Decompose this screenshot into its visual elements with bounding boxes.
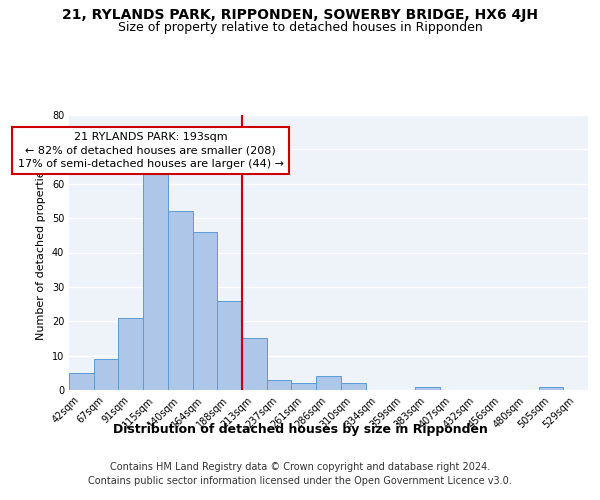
Bar: [193, 232, 217, 390]
Bar: [168, 211, 193, 390]
Bar: [316, 376, 341, 390]
Bar: [94, 359, 118, 390]
Y-axis label: Number of detached properties: Number of detached properties: [36, 165, 46, 340]
Bar: [217, 300, 242, 390]
Bar: [242, 338, 267, 390]
Bar: [118, 318, 143, 390]
Bar: [341, 383, 365, 390]
Bar: [69, 373, 94, 390]
Text: 21, RYLANDS PARK, RIPPONDEN, SOWERBY BRIDGE, HX6 4JH: 21, RYLANDS PARK, RIPPONDEN, SOWERBY BRI…: [62, 8, 538, 22]
Text: Contains HM Land Registry data © Crown copyright and database right 2024.: Contains HM Land Registry data © Crown c…: [110, 462, 490, 472]
Bar: [292, 383, 316, 390]
Bar: [143, 156, 168, 390]
Text: Size of property relative to detached houses in Ripponden: Size of property relative to detached ho…: [118, 21, 482, 34]
Bar: [267, 380, 292, 390]
Text: 21 RYLANDS PARK: 193sqm
← 82% of detached houses are smaller (208)
17% of semi-d: 21 RYLANDS PARK: 193sqm ← 82% of detache…: [17, 132, 284, 168]
Text: Distribution of detached houses by size in Ripponden: Distribution of detached houses by size …: [113, 422, 487, 436]
Bar: [539, 386, 563, 390]
Text: Contains public sector information licensed under the Open Government Licence v3: Contains public sector information licen…: [88, 476, 512, 486]
Bar: [415, 386, 440, 390]
